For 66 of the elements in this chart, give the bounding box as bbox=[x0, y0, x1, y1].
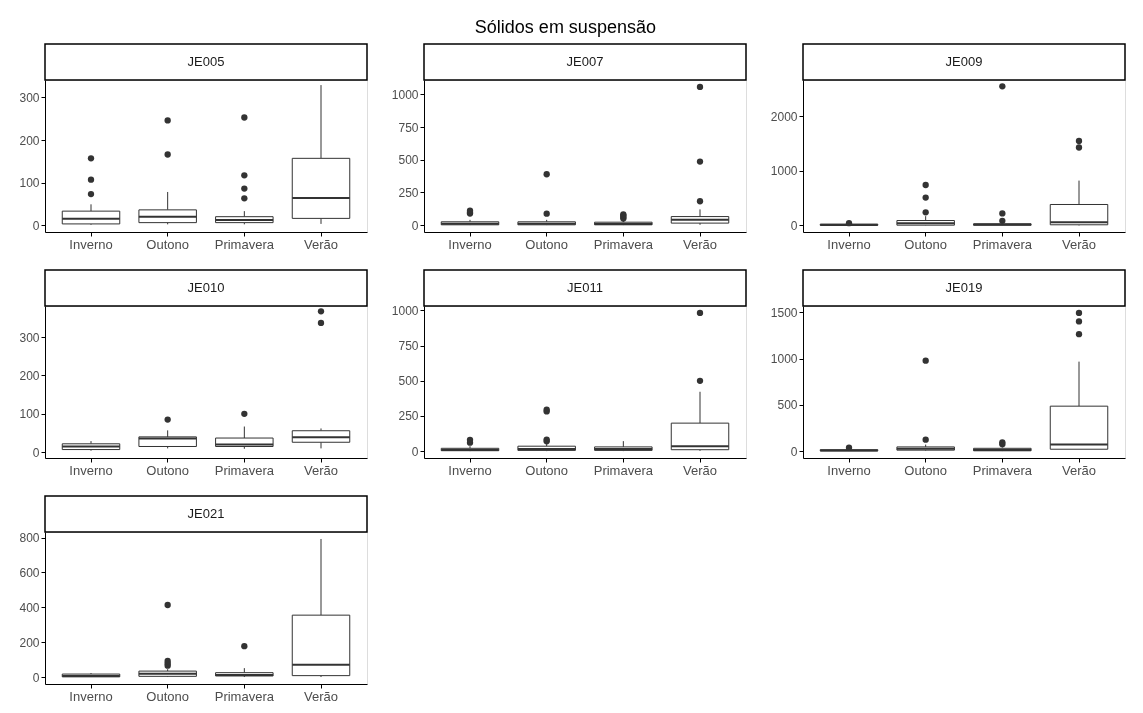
x-tick-label: Outono bbox=[525, 236, 568, 252]
y-tick-label: 200 bbox=[19, 635, 40, 650]
y-tick-label: 500 bbox=[398, 374, 419, 389]
x-tick-label: Verão bbox=[1062, 462, 1096, 478]
y-tick-label: 800 bbox=[19, 531, 40, 546]
x-tick-label: Verão bbox=[304, 462, 338, 478]
x-tick-label: Inverno bbox=[69, 236, 113, 252]
y-tick-label: 600 bbox=[19, 565, 40, 580]
x-tick-label: Primavera bbox=[593, 236, 654, 252]
x-tick-label: Inverno bbox=[448, 462, 492, 478]
y-tick-label: 750 bbox=[398, 339, 419, 354]
x-tick-label: Verão bbox=[304, 688, 338, 704]
y-tick-label: 300 bbox=[19, 90, 40, 105]
y-tick-label: 200 bbox=[19, 368, 40, 383]
chart-subtitle: JE021 bbox=[187, 506, 225, 521]
y-tick-label: 250 bbox=[398, 185, 419, 200]
x-tick-label: Outono bbox=[146, 462, 189, 478]
x-tick-label: Verão bbox=[683, 236, 717, 252]
y-tick-label: 2000 bbox=[770, 109, 798, 124]
x-tick-label: Primavera bbox=[214, 462, 275, 478]
x-tick-label: Outono bbox=[146, 236, 189, 252]
y-tick-label: 300 bbox=[19, 330, 40, 345]
x-tick-label: Outono bbox=[146, 688, 189, 704]
x-tick-label: Primavera bbox=[593, 462, 654, 478]
chart-subtitle: JE011 bbox=[567, 280, 603, 295]
y-tick-label: 1000 bbox=[391, 87, 419, 102]
x-tick-label: Outono bbox=[525, 462, 568, 478]
x-tick-label: Verão bbox=[304, 236, 338, 252]
y-tick-label: 750 bbox=[398, 120, 419, 135]
x-tick-label: Primavera bbox=[972, 236, 1033, 252]
text: Sólidos em suspensão bbox=[474, 16, 656, 37]
chart-subtitle: JE019 bbox=[945, 280, 983, 295]
x-tick-label: Inverno bbox=[69, 462, 113, 478]
y-tick-label: 1000 bbox=[391, 304, 419, 318]
x-tick-label: Inverno bbox=[827, 462, 871, 478]
x-tick-label: Primavera bbox=[972, 462, 1033, 478]
x-tick-label: Primavera bbox=[214, 688, 275, 704]
y-tick-label: 0 bbox=[32, 445, 40, 460]
y-tick-label: 0 bbox=[790, 218, 798, 233]
y-tick-label: 100 bbox=[19, 176, 40, 191]
x-tick-label: Verão bbox=[1062, 236, 1096, 252]
y-tick-label: 1500 bbox=[770, 305, 798, 320]
y-tick-label: 0 bbox=[411, 218, 419, 233]
y-tick-label: 1000 bbox=[770, 164, 798, 179]
x-tick-label: Verão bbox=[683, 462, 717, 478]
y-tick-label: 0 bbox=[32, 218, 40, 233]
y-tick-label: 0 bbox=[32, 670, 40, 685]
x-tick-label: Inverno bbox=[448, 236, 492, 252]
y-tick-label: 200 bbox=[19, 133, 40, 148]
y-tick-label: 400 bbox=[19, 600, 40, 615]
y-tick-label: 500 bbox=[777, 398, 798, 413]
y-tick-label: 250 bbox=[398, 409, 419, 424]
y-tick-label: 0 bbox=[790, 444, 798, 459]
y-tick-label: 500 bbox=[398, 153, 419, 168]
x-tick-label: Inverno bbox=[827, 236, 871, 252]
y-tick-label: 0 bbox=[411, 444, 419, 459]
chart-subtitle: JE005 bbox=[187, 54, 225, 69]
x-tick-label: Outono bbox=[904, 462, 947, 478]
y-tick-label: 100 bbox=[19, 407, 40, 422]
x-tick-label: Outono bbox=[904, 236, 947, 252]
x-tick-label: Primavera bbox=[214, 236, 275, 252]
y-tick-label: 1000 bbox=[770, 352, 798, 367]
chart-subtitle: JE010 bbox=[187, 280, 225, 295]
chart-subtitle: JE009 bbox=[945, 54, 983, 69]
chart-subtitle: JE007 bbox=[566, 54, 604, 69]
x-tick-label: Inverno bbox=[69, 688, 113, 704]
